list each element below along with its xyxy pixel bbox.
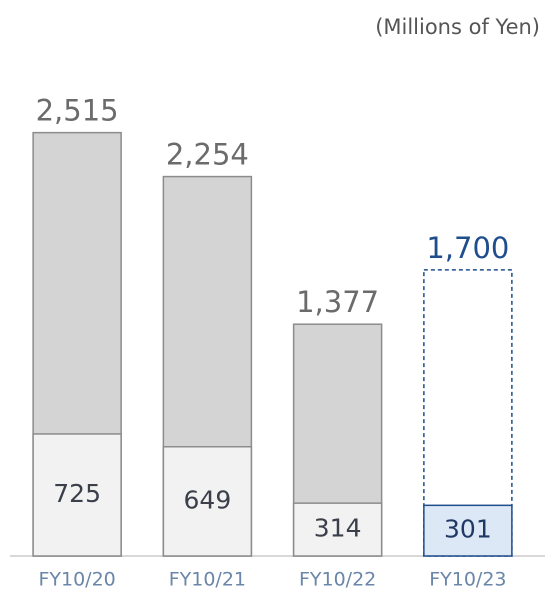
segment-bar — [32, 433, 122, 557]
segment-label: 649 — [184, 485, 232, 514]
segment-label: 314 — [314, 514, 362, 543]
segment-bar — [423, 504, 513, 557]
x-tick-label: FY10/23 — [429, 569, 506, 591]
segment-label: 725 — [53, 479, 101, 508]
x-tick-label: FY10/21 — [169, 569, 246, 591]
segment-label: 301 — [444, 515, 492, 544]
segment-bar — [292, 502, 383, 557]
total-label: 1,377 — [296, 285, 379, 319]
total-label: 2,515 — [36, 94, 119, 128]
x-tick-label: FY10/20 — [38, 569, 115, 591]
total-label: 2,254 — [166, 138, 249, 172]
x-tick-label: FY10/22 — [299, 569, 376, 591]
unit-label: (Millions of Yen) — [375, 15, 540, 39]
segment-bar — [162, 446, 253, 557]
total-label: 1,700 — [426, 231, 509, 265]
